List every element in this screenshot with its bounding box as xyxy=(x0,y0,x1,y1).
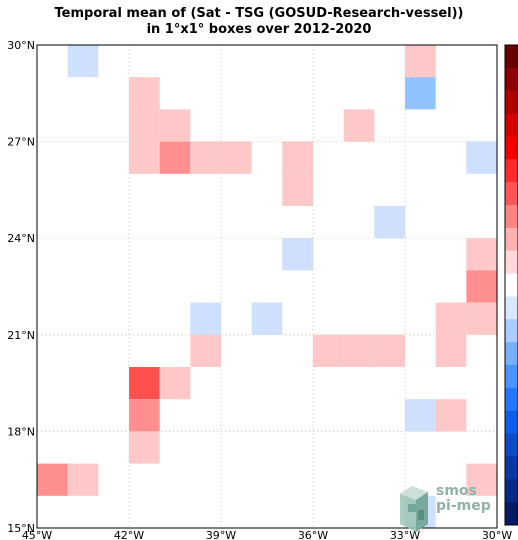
grid-cell xyxy=(190,302,221,335)
y-tick-label: 30°N xyxy=(7,39,35,52)
grid-cell xyxy=(405,399,436,432)
grid-cell xyxy=(313,334,344,367)
grid-cell xyxy=(405,77,436,110)
colorbar-swatch xyxy=(505,45,518,69)
y-tick-label: 27°N xyxy=(7,136,35,149)
colorbar-swatch xyxy=(505,250,518,275)
grid-cell xyxy=(466,270,497,303)
x-tick-label: 33°W xyxy=(390,529,420,540)
colorbar-swatch xyxy=(505,479,518,503)
title-line-2: in 1°x1° boxes over 2012-2020 xyxy=(146,22,372,37)
colorbar-swatch xyxy=(505,410,518,435)
y-tick-label: 24°N xyxy=(7,232,35,245)
gridlines xyxy=(37,45,497,528)
grid-cell xyxy=(129,367,160,400)
y-tick-label: 21°N xyxy=(7,329,35,342)
colorbar-swatch xyxy=(505,67,518,92)
grid-cell xyxy=(435,399,467,432)
colorbar-frame xyxy=(504,44,518,526)
grid-cell xyxy=(435,334,467,367)
grid-cell xyxy=(129,141,160,174)
grid-cell xyxy=(190,141,221,174)
grid-cell xyxy=(67,463,99,496)
grid-cell xyxy=(466,141,497,174)
grid-cell xyxy=(221,141,252,174)
colorbar-swatch xyxy=(505,113,518,137)
smos-pimep-logo-icon xyxy=(400,486,428,532)
colorbar-swatch xyxy=(505,456,518,480)
grid-cell xyxy=(435,302,467,335)
grid-cell xyxy=(129,109,160,142)
colorbar-swatch xyxy=(505,319,518,343)
x-tick-label: 42°W xyxy=(114,529,144,540)
grid-cell xyxy=(129,77,160,110)
logo-line-1: smos xyxy=(436,483,477,499)
grid-cell xyxy=(190,334,221,367)
colorbar-swatch xyxy=(505,342,518,366)
cell-layer xyxy=(37,45,497,528)
grid-cell xyxy=(466,463,497,496)
colorbar-swatch xyxy=(505,205,518,229)
y-tick-label: 18°N xyxy=(7,425,35,438)
grid-cell xyxy=(374,206,405,239)
colorbar-swatch xyxy=(505,296,518,320)
axis-ticks: 45°W 42°W 39°W 36°W 33°W 30°W 15°N 18°N 21°N 24°N… xyxy=(7,39,512,540)
grid-cell xyxy=(159,367,191,400)
x-tick-label: 30°W xyxy=(482,529,512,540)
colorbar-swatch xyxy=(505,502,518,526)
y-tick-label: 15°N xyxy=(7,522,35,535)
grid-cell xyxy=(37,463,68,496)
colorbar-swatch xyxy=(505,159,518,183)
x-tick-label: 39°W xyxy=(206,529,236,540)
grid-cell xyxy=(343,334,375,367)
grid-cell xyxy=(129,431,160,464)
map-frame xyxy=(36,44,498,529)
colorbar-swatch xyxy=(505,90,518,115)
colorbar-swatch xyxy=(505,227,518,252)
colorbar-swatch xyxy=(505,273,518,297)
grid-cell xyxy=(129,399,160,432)
title-line-1: Temporal mean of (Sat - TSG (GOSUD-Resea… xyxy=(54,6,464,21)
x-tick-label: 36°W xyxy=(298,529,328,540)
colorbar xyxy=(504,44,518,526)
grid-cell xyxy=(282,238,313,271)
colorbar-swatch xyxy=(505,136,518,160)
grid-cell xyxy=(405,45,436,78)
colorbar-swatch xyxy=(505,365,518,389)
grid-cell xyxy=(343,109,375,142)
x-tick-label: 45°W xyxy=(22,529,52,540)
logo-text: smos pi-mep xyxy=(436,484,491,514)
grid-cell xyxy=(466,302,497,335)
grid-cell xyxy=(159,141,191,174)
grid-cell xyxy=(67,45,99,78)
colorbar-swatch xyxy=(505,433,518,457)
grid-cell xyxy=(374,334,405,367)
grid-cell xyxy=(159,109,191,142)
map-title: Temporal mean of (Sat - TSG (GOSUD-Resea… xyxy=(0,6,518,38)
grid-cell xyxy=(251,302,283,335)
grid-cell xyxy=(282,173,313,206)
logo-line-2: pi-mep xyxy=(436,498,491,514)
grid-cell xyxy=(466,238,497,271)
colorbar-swatch xyxy=(505,387,518,412)
colorbar-swatch xyxy=(505,182,518,206)
grid-cell xyxy=(282,141,313,174)
